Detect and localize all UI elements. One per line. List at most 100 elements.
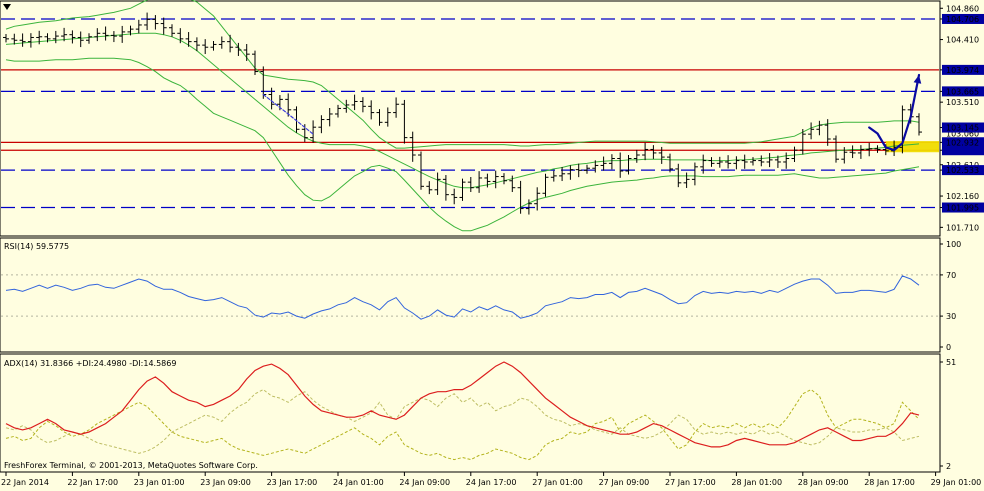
drawn-arrows <box>262 73 922 152</box>
candle-26 <box>218 36 225 49</box>
candle-91 <box>758 155 765 167</box>
adx-series-line-adx <box>5 361 920 448</box>
candle-0 <box>3 33 9 43</box>
candle-44 <box>368 100 375 120</box>
symbol-dropdown-arrow-icon[interactable] <box>3 4 11 10</box>
candle-29 <box>243 44 250 61</box>
candle-7 <box>61 27 68 42</box>
time-tick-label: 27 Jan 09:00 <box>599 478 650 487</box>
candle-105 <box>874 145 881 153</box>
price-tick-label: 103.510 <box>946 98 979 107</box>
candle-70 <box>584 164 590 174</box>
time-tick-label: 23 Jan 01:00 <box>134 478 185 487</box>
candle-19 <box>160 17 167 35</box>
price-tick-label: 102.160 <box>946 192 979 201</box>
adx-tick-label: 51 <box>946 358 956 367</box>
candle-51 <box>426 181 433 195</box>
candle-75 <box>625 155 632 175</box>
adx-title: ADX(14) 31.8366 +DI:24.4980 -DI:14.5869 <box>4 359 176 368</box>
rsi-line <box>5 275 920 320</box>
rsi-tick-label: 70 <box>946 271 956 280</box>
candle-86 <box>716 156 723 168</box>
time-tick-label: 29 Jan 01:00 <box>931 478 982 487</box>
candle-12 <box>102 26 109 41</box>
candle-79 <box>658 146 665 164</box>
candle-40 <box>335 104 341 118</box>
candle-94 <box>783 152 790 169</box>
candle-84 <box>700 154 707 174</box>
candle-62 <box>517 180 524 214</box>
adx-series-line-di <box>5 389 920 454</box>
candle-49 <box>409 131 416 162</box>
candles <box>3 12 922 215</box>
candle-5 <box>44 33 51 43</box>
adx-lines <box>5 361 920 461</box>
candle-85 <box>708 157 715 167</box>
candle-2 <box>19 33 26 47</box>
candle-97 <box>808 122 815 140</box>
candle-78 <box>650 145 657 159</box>
candle-21 <box>177 28 184 44</box>
price-label: 104.706 <box>946 15 979 24</box>
candle-38 <box>318 115 325 134</box>
time-tick-label: 22 Jan 2014 <box>1 478 49 487</box>
candle-47 <box>393 97 400 118</box>
copyright-footer: FreshForex Terminal, © 2001-2013, MetaQu… <box>4 461 258 470</box>
candle-48 <box>401 99 408 144</box>
price-label-box-top <box>942 122 984 133</box>
candle-13 <box>110 31 117 43</box>
candle-104 <box>866 142 873 157</box>
candle-81 <box>675 163 682 188</box>
candle-93 <box>774 155 781 168</box>
time-tick-label: 24 Jan 17:00 <box>466 478 517 487</box>
rsi-series-line <box>5 275 920 320</box>
rsi-tick-label: 0 <box>946 343 951 352</box>
candle-16 <box>135 19 142 34</box>
time-tick-label: 28 Jan 01:00 <box>731 478 782 487</box>
candle-53 <box>442 175 449 201</box>
adx-panel-frame <box>0 353 941 473</box>
rsi-levels <box>1 274 939 317</box>
candle-28 <box>235 42 242 56</box>
candle-92 <box>766 153 773 168</box>
trend-arrow-1 <box>262 93 314 135</box>
time-tick-label: 27 Jan 17:00 <box>665 478 716 487</box>
price-axis: 104.860 104.706 104.410 103.974 103.665 103.5… <box>940 4 984 232</box>
candle-18 <box>152 15 159 30</box>
candle-59 <box>492 170 499 189</box>
candle-95 <box>791 146 798 162</box>
candle-22 <box>185 32 192 47</box>
price-tick-label: 104.410 <box>946 36 979 45</box>
candle-56 <box>467 176 474 193</box>
candle-3 <box>27 33 34 48</box>
rsi-panel-frame <box>0 237 941 353</box>
time-tick-label: 24 Jan 01:00 <box>333 478 384 487</box>
price-label-top: 102.932 <box>946 138 979 147</box>
candle-50 <box>418 151 424 190</box>
candle-89 <box>741 154 748 169</box>
price-label-top: 103.145 <box>946 124 979 133</box>
candle-103 <box>857 145 864 159</box>
price-highlight-band <box>885 141 939 153</box>
candle-57 <box>476 171 483 193</box>
candle-108 <box>899 105 906 154</box>
candle-14 <box>119 25 126 43</box>
time-tick-label: 23 Jan 17:00 <box>267 478 318 487</box>
candle-32 <box>268 87 275 110</box>
rsi-tick-label: 30 <box>946 312 956 321</box>
candle-55 <box>459 178 466 201</box>
candle-76 <box>633 149 640 163</box>
series-line-bollinger-upper <box>5 0 920 149</box>
candle-46 <box>384 107 391 127</box>
candle-101 <box>841 147 848 164</box>
candle-58 <box>484 173 491 188</box>
candle-52 <box>434 172 441 195</box>
price-tick-label-hidden: 103.060 <box>946 129 979 138</box>
candle-90 <box>750 157 756 166</box>
time-tick-label: 28 Jan 17:00 <box>864 478 915 487</box>
candle-61 <box>509 175 516 193</box>
highlight-band-rect <box>885 141 939 153</box>
candle-80 <box>667 153 673 173</box>
